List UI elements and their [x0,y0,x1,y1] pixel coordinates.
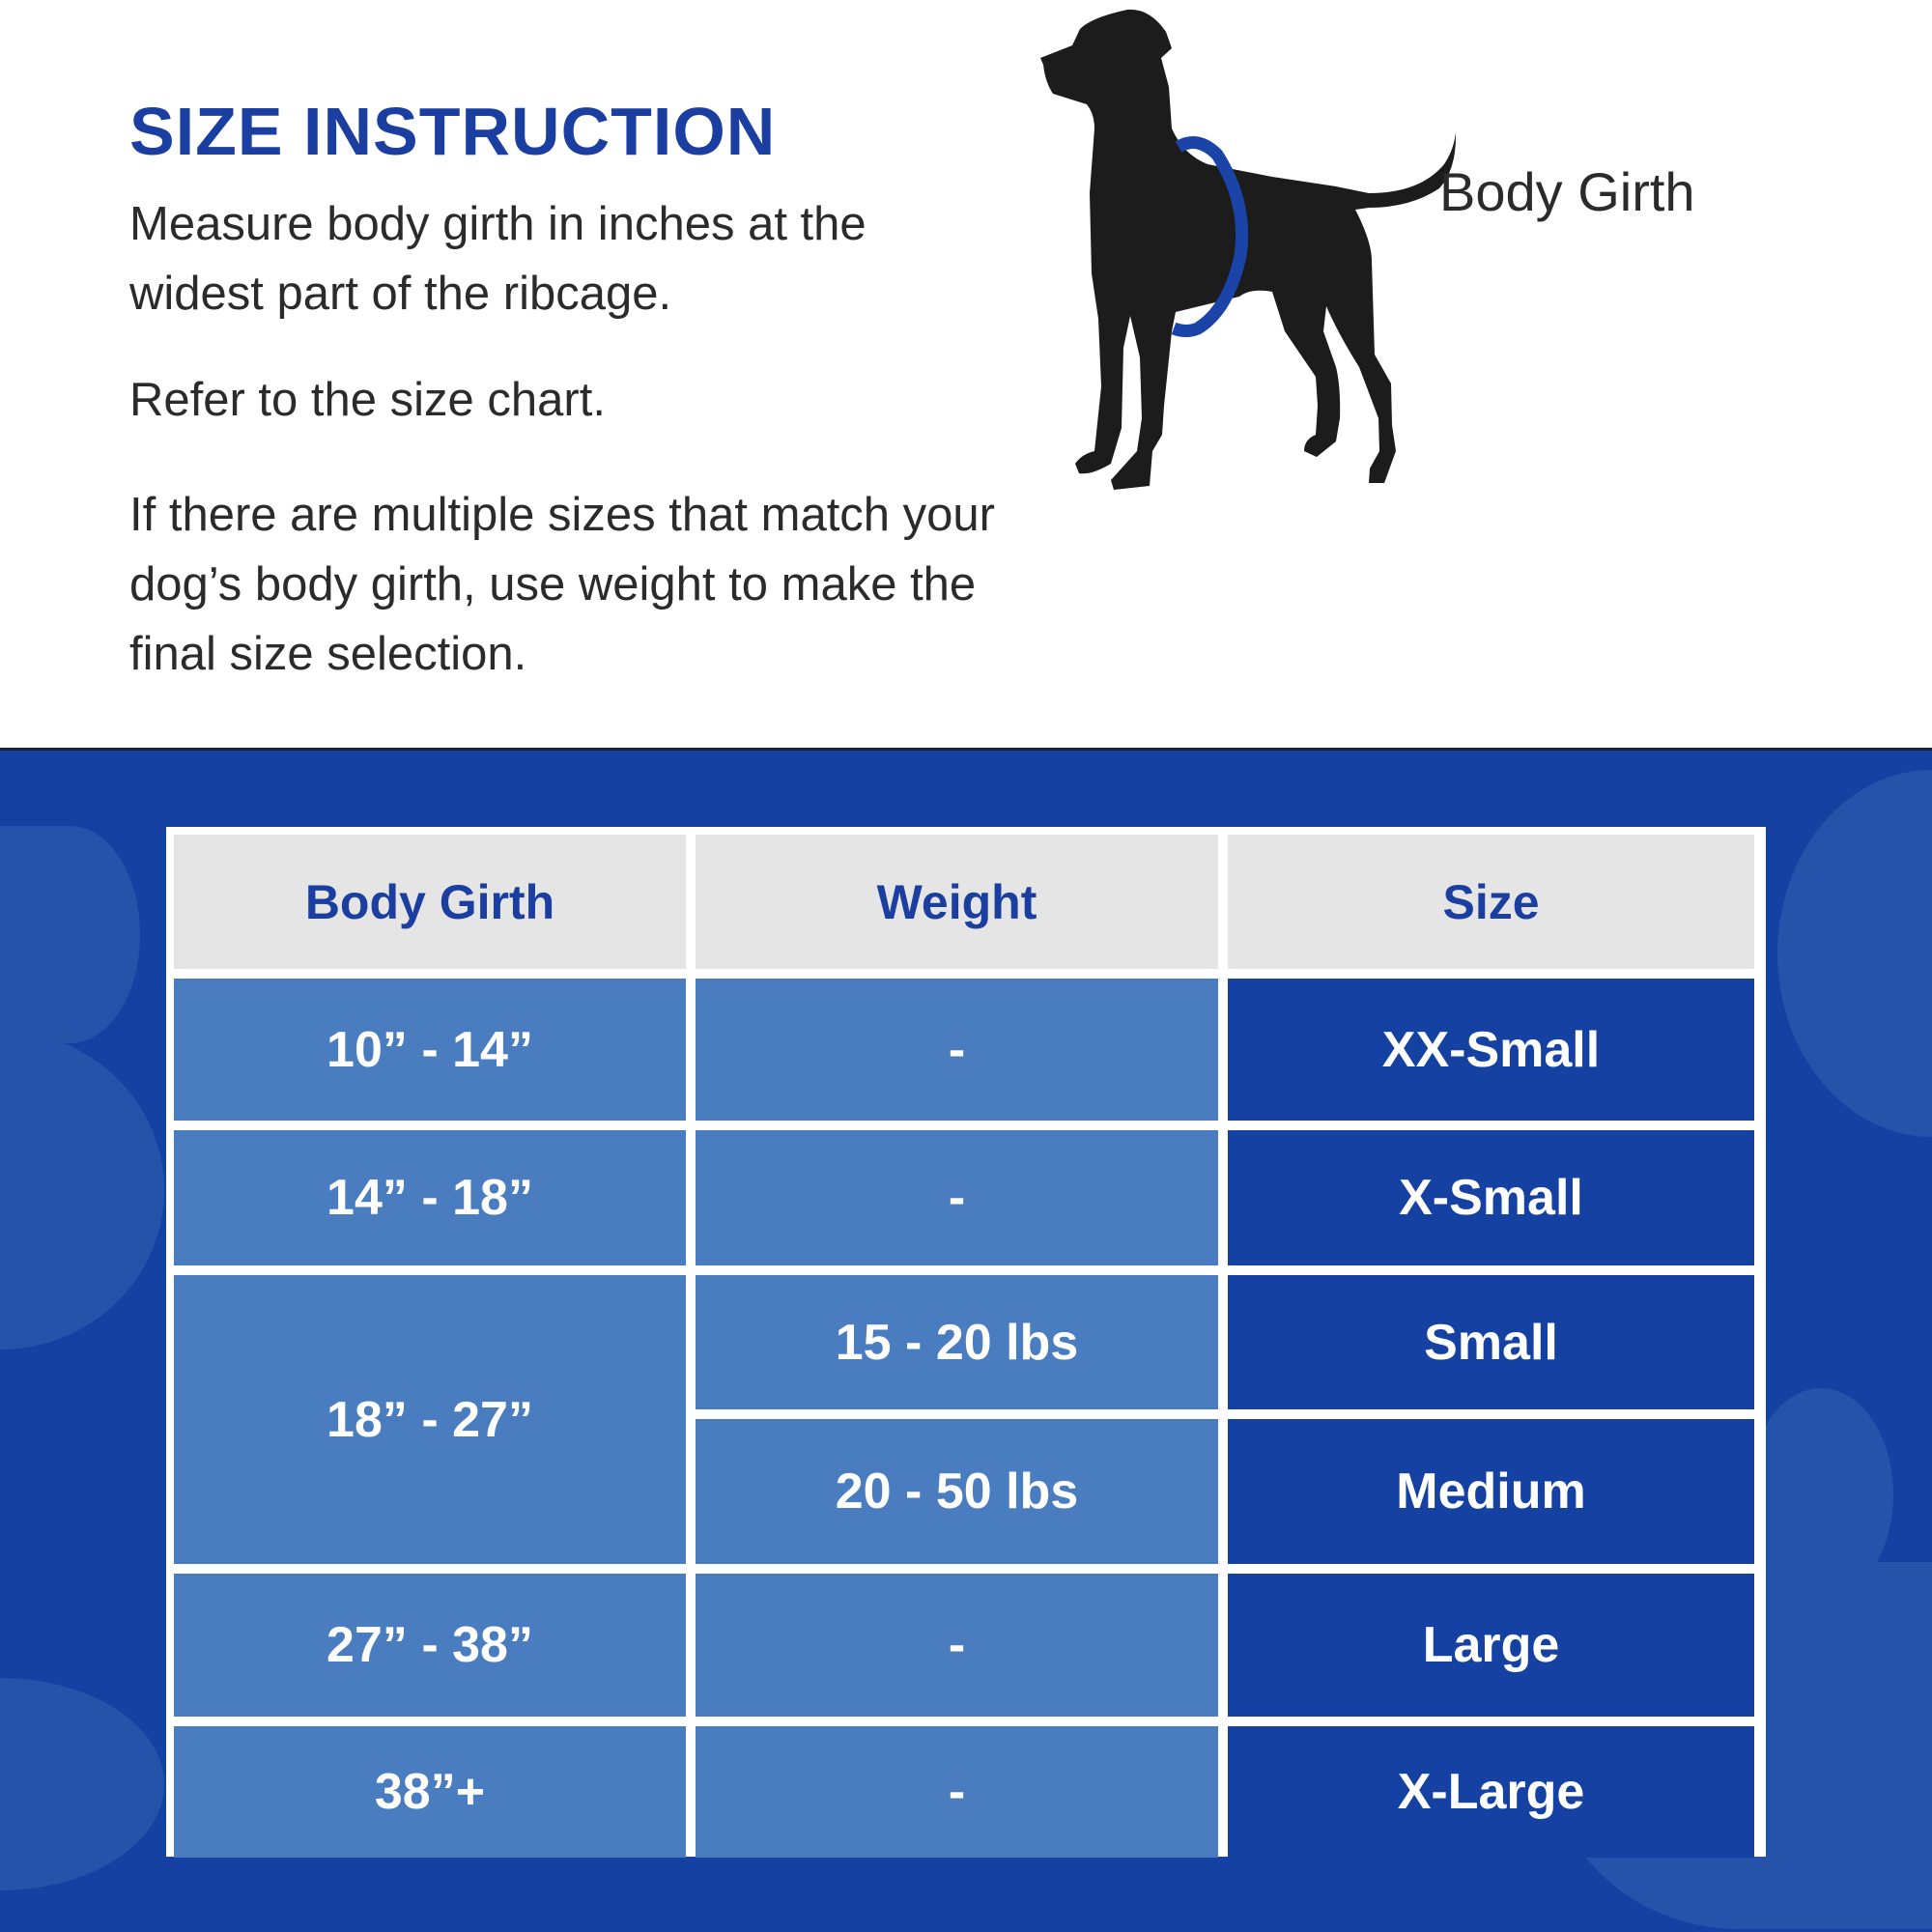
girth-ring [1171,136,1249,337]
weight-cell: 20 - 50 lbs [696,1419,1218,1564]
size-chart-table: Body Girth Weight Size 10” - 14” - XX-Sm… [166,827,1766,1858]
body-girth-label: Body Girth [1439,161,1695,222]
size-cell: Large [1228,1574,1754,1717]
girth-cell: 14” - 18” [174,1130,686,1265]
page-title: SIZE INSTRUCTION [129,94,777,169]
dog-body [1040,9,1457,491]
size-cell: X-Large [1228,1726,1754,1858]
size-cell: X-Small [1228,1130,1754,1265]
girth-cell: 10” - 14” [174,979,686,1121]
girth-cell: 18” - 27” [174,1275,686,1564]
instruction-measure: Measure body girth in inches at the wide… [129,198,867,320]
weight-cell: 15 - 20 lbs [696,1275,1218,1409]
paw-print-decoration [0,1678,164,1890]
size-cell: XX-Small [1228,979,1754,1121]
size-cell: Small [1228,1275,1754,1409]
dog-silhouette-icon [1040,9,1457,491]
size-cell: Medium [1228,1419,1754,1564]
section-divider [0,748,1932,751]
header-size: Size [1228,835,1754,969]
paw-print-decoration [1777,770,1932,1137]
girth-cell: 38”+ [174,1726,686,1858]
header-body-girth: Body Girth [174,835,686,969]
instruction-section: SIZE INSTRUCTION Measure body girth in i… [0,0,1932,750]
weight-cell: - [696,1130,1218,1265]
girth-cell: 27” - 38” [174,1574,686,1717]
paw-print-decoration [0,826,140,1043]
weight-cell: - [696,1726,1218,1858]
header-weight: Weight [696,835,1218,969]
instruction-multiple: If there are multiple sizes that match y… [129,489,995,680]
weight-cell: - [696,1574,1218,1717]
instruction-refer: Refer to the size chart. [129,374,606,426]
weight-cell: - [696,979,1218,1121]
paw-print-decoration [0,1031,164,1350]
